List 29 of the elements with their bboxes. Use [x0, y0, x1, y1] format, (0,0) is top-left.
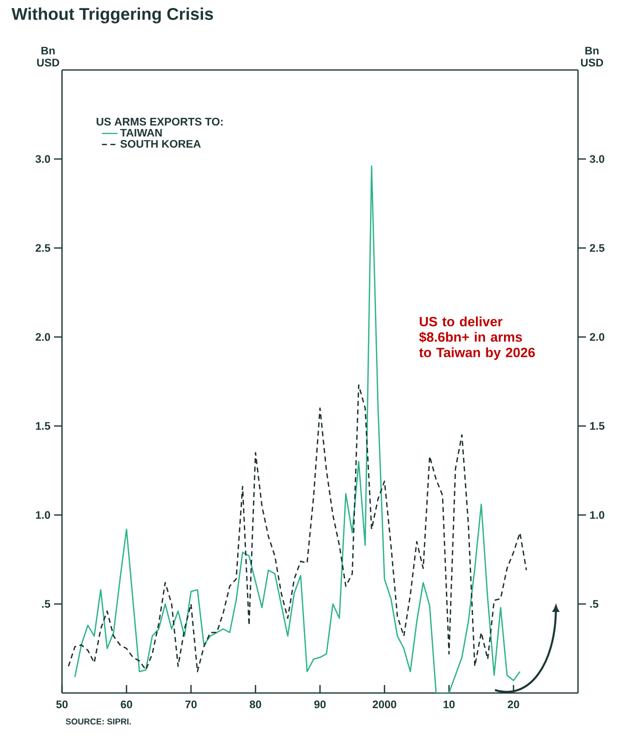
- y-tick-label: 3.0: [36, 155, 50, 163]
- y2-tick-label: 3.0: [590, 155, 604, 163]
- x-tick-label: 20: [508, 700, 520, 708]
- y-tick-label: .5: [42, 600, 50, 608]
- line-series: [68, 384, 528, 672]
- x-tick-label: 60: [120, 700, 132, 708]
- chart-title: Without Triggering Crisis: [12, 8, 213, 24]
- annotation: US to deliver $8.6bn+ in arms to Taiwan by 2026: [419, 316, 535, 360]
- x-tick-label: 2000: [372, 700, 396, 708]
- legend-label: TAIWAN: [120, 128, 162, 136]
- y2-tick-label: 2.0: [590, 333, 604, 341]
- y2-tick-label: 1.5: [590, 422, 604, 430]
- y-tick-label: 1.0: [36, 511, 50, 519]
- y2-tick-label: .5: [590, 600, 598, 608]
- x-tick-label: 80: [250, 700, 262, 708]
- source-note: SOURCE: SIPRI.: [66, 718, 131, 725]
- y-axis-title: Bn USD: [37, 46, 60, 66]
- y2-tick-label: 2.5: [590, 244, 604, 252]
- y-tick-label: 2.5: [36, 244, 50, 252]
- y2-tick-label: 1.0: [590, 511, 604, 519]
- x-tick-label: 10: [444, 700, 455, 708]
- y2-axis-title: Bn USD: [581, 46, 604, 66]
- y-tick-label: 2.0: [36, 333, 50, 341]
- legend-label: SOUTH KOREA: [120, 140, 201, 148]
- x-tick-label: 70: [185, 700, 197, 708]
- y-tick-label: 1.5: [36, 422, 50, 430]
- x-tick-label: 90: [314, 700, 326, 708]
- x-tick-label: 50: [56, 700, 68, 708]
- legend-title: US ARMS EXPORTS TO:: [96, 118, 223, 126]
